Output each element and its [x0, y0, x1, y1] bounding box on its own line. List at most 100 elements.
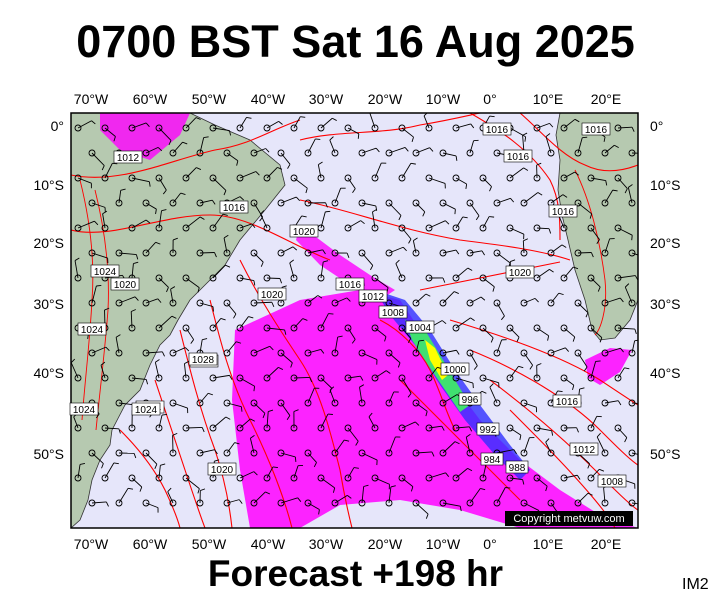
- isobar-label: 1028: [192, 355, 215, 366]
- wind-barb: [307, 138, 316, 154]
- wind-barb: [104, 163, 113, 179]
- wind-barb: [266, 411, 269, 429]
- station-marker: [628, 299, 636, 307]
- wind-barb: [496, 339, 503, 354]
- station-marker: [317, 124, 325, 132]
- wind-barb: [428, 472, 446, 479]
- station-marker: [128, 174, 136, 182]
- wind-barb: [374, 477, 390, 485]
- station-marker: [547, 249, 555, 257]
- wind-barb-flag: [469, 426, 473, 432]
- wind-barb-flag: [105, 346, 110, 352]
- wind-barb-flag: [445, 472, 450, 477]
- isobar-label: 1016: [507, 152, 530, 163]
- wind-barb: [307, 295, 319, 304]
- station-marker: [277, 499, 285, 507]
- map-frame: [70, 112, 639, 529]
- isobar-label-box: [552, 394, 582, 408]
- wind-barb-flag: [646, 153, 648, 158]
- station-marker: [101, 224, 109, 232]
- wind-barb: [172, 402, 188, 409]
- wind-barb: [469, 352, 478, 366]
- wind-barb-flag: [294, 456, 297, 462]
- wind-barb-flag: [413, 237, 418, 242]
- wind-barb: [118, 296, 136, 304]
- station-marker: [236, 174, 244, 182]
- wind-barb-flag: [523, 238, 529, 242]
- wind-barb: [361, 202, 376, 207]
- wind-barb: [388, 147, 406, 154]
- wind-barb-flag: [302, 318, 308, 321]
- wind-barb-flag: [279, 278, 283, 284]
- station-marker: [371, 274, 379, 282]
- isobar-label: 984: [484, 455, 501, 466]
- station-marker: [398, 274, 406, 282]
- wind-barb: [239, 316, 249, 329]
- wind-barb: [523, 192, 539, 204]
- isobar-label: 1016: [223, 203, 246, 214]
- wind-barb-flag: [115, 334, 121, 338]
- isobar-label: 1016: [339, 280, 362, 291]
- station-marker: [560, 174, 568, 182]
- wind-barb: [172, 192, 182, 204]
- station-marker: [506, 224, 514, 232]
- station-marker: [452, 474, 460, 482]
- station-marker: [398, 324, 406, 332]
- wind-barb-flag: [222, 213, 228, 216]
- image-tag: IM2: [682, 576, 709, 593]
- wind-barb-flag: [160, 463, 166, 466]
- wind-barb: [369, 113, 376, 129]
- station-marker: [560, 324, 568, 332]
- station-marker: [425, 474, 433, 482]
- wind-barb-flag: [157, 298, 162, 303]
- wind-barb-flag: [398, 215, 402, 221]
- wind-barb-flag: [619, 297, 624, 303]
- wind-barb-flag: [467, 267, 473, 271]
- wind-barb: [334, 336, 339, 354]
- station-marker: [506, 424, 514, 432]
- station-marker: [304, 499, 312, 507]
- wind-barb: [118, 488, 129, 504]
- wind-barb: [550, 292, 560, 304]
- longitude-labels-top: 70°W 60°W 50°W 40°W 30°W 20°W 10°W 0° 10°E 20°E: [74, 91, 621, 107]
- station-marker: [88, 449, 96, 457]
- wind-barb: [604, 400, 619, 404]
- wind-barb: [145, 452, 158, 465]
- station-marker: [155, 424, 163, 432]
- station-marker: [236, 424, 244, 432]
- wind-barb: [401, 227, 412, 240]
- station-marker: [169, 399, 177, 407]
- wind-barb: [442, 394, 458, 404]
- station-marker: [439, 449, 447, 457]
- wind-barb: [469, 140, 475, 154]
- station-marker: [466, 249, 474, 257]
- wind-barb: [104, 127, 116, 137]
- wind-barb: [617, 227, 633, 236]
- station-marker: [209, 424, 217, 432]
- wind-barb: [185, 216, 201, 229]
- wind-barb: [631, 252, 638, 256]
- wind-barb-flag: [162, 189, 167, 195]
- wind-barb-flag: [214, 252, 217, 258]
- wind-barb-flag: [360, 375, 364, 381]
- isobar-label-box: [207, 462, 237, 476]
- wind-barb-flag: [134, 296, 139, 301]
- isobar-label-box: [482, 122, 512, 136]
- lon-label-bottom: 20°E: [591, 536, 622, 552]
- station-marker: [250, 499, 258, 507]
- wind-barb-flag: [234, 442, 240, 445]
- wind-barb: [223, 237, 228, 254]
- wind-barb-flag: [423, 113, 428, 117]
- wind-barb-flag: [524, 136, 527, 142]
- wind-barb: [158, 127, 172, 141]
- wind-barb: [563, 377, 575, 386]
- wind-barb: [347, 375, 361, 379]
- wind-barb-flag: [596, 239, 600, 245]
- wind-barb: [320, 377, 332, 389]
- station-marker: [547, 499, 555, 507]
- wind-barb-flag: [369, 108, 373, 111]
- wind-barb: [374, 162, 382, 179]
- wind-barb: [590, 361, 597, 379]
- station-marker: [601, 149, 609, 157]
